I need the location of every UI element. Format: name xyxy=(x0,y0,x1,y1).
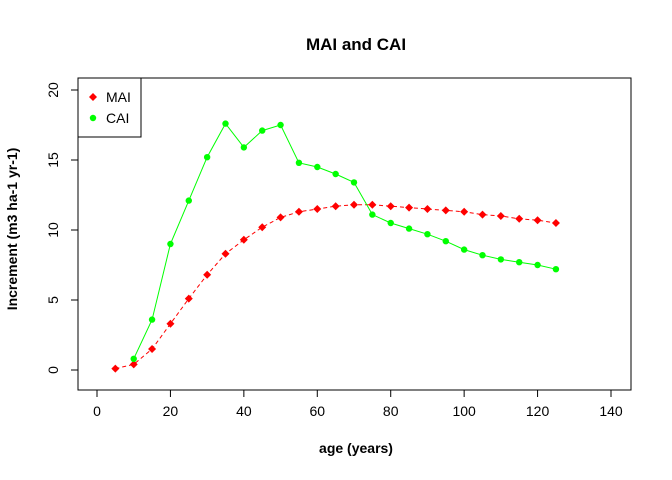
data-point-mai xyxy=(148,345,157,353)
data-point-mai xyxy=(129,360,138,369)
data-point-cai xyxy=(314,163,321,171)
data-point-cai xyxy=(497,256,505,263)
data-point-mai xyxy=(166,319,175,328)
data-point-mai xyxy=(551,219,560,227)
series-layer xyxy=(111,120,560,373)
data-point-mai xyxy=(350,200,358,209)
data-point-mai xyxy=(405,203,414,212)
data-point-cai xyxy=(369,211,376,218)
x-axis-label: age (years) xyxy=(319,440,393,456)
series-line-cai xyxy=(133,122,557,360)
legend-label-cai: CAI xyxy=(106,110,129,126)
x-tick-label: 120 xyxy=(526,403,550,419)
x-axis: 0 20 40 60 80 100 120 140 xyxy=(93,389,623,419)
chart-title: MAI and CAI xyxy=(306,35,406,54)
data-point-cai xyxy=(203,154,211,161)
y-tick-label: 15 xyxy=(45,152,61,168)
legend-marker-cai xyxy=(89,114,97,122)
x-tick-label: 0 xyxy=(93,403,101,419)
y-axis: 0 5 10 15 20 xyxy=(45,82,79,374)
data-point-mai xyxy=(203,270,212,279)
x-tick-label: 40 xyxy=(236,403,252,419)
data-point-cai xyxy=(167,240,174,248)
x-tick-label: 80 xyxy=(383,403,399,419)
plot-area-frame xyxy=(77,77,632,391)
data-point-mai xyxy=(423,205,432,213)
series-line-mai xyxy=(115,204,556,370)
data-point-cai xyxy=(130,355,137,362)
data-point-cai xyxy=(222,120,229,127)
data-point-mai xyxy=(221,249,230,258)
data-point-cai xyxy=(295,159,303,166)
data-point-cai xyxy=(259,127,266,134)
data-point-mai xyxy=(515,214,524,223)
data-point-cai xyxy=(516,259,523,266)
data-point-mai xyxy=(496,212,505,220)
series-mai xyxy=(111,200,560,373)
series-cai xyxy=(130,120,560,362)
data-point-mai xyxy=(111,364,120,373)
data-point-mai xyxy=(258,223,267,232)
data-point-cai xyxy=(350,179,358,186)
data-point-mai xyxy=(313,205,322,213)
data-point-mai xyxy=(368,200,377,209)
data-point-cai xyxy=(460,246,468,253)
data-point-cai xyxy=(405,225,413,232)
data-point-cai xyxy=(240,144,248,151)
data-point-mai xyxy=(460,207,469,216)
y-tick-label: 20 xyxy=(45,82,61,98)
data-point-mai xyxy=(239,235,248,244)
data-point-cai xyxy=(534,261,541,269)
data-point-mai xyxy=(294,207,303,216)
data-point-cai xyxy=(479,252,486,259)
x-tick-label: 100 xyxy=(452,403,476,419)
data-point-mai xyxy=(441,206,450,215)
x-tick-label: 20 xyxy=(163,403,179,419)
data-point-cai xyxy=(442,238,449,245)
data-point-cai xyxy=(387,219,394,227)
data-point-cai xyxy=(148,316,156,323)
data-point-mai xyxy=(386,202,395,211)
legend-marker-mai xyxy=(89,93,97,101)
data-point-cai xyxy=(185,197,192,204)
x-tick-label: 140 xyxy=(599,403,623,419)
y-tick-label: 10 xyxy=(45,222,61,238)
data-point-mai xyxy=(478,210,487,219)
data-point-cai xyxy=(552,266,560,273)
data-point-mai xyxy=(331,202,340,211)
data-point-mai xyxy=(533,216,542,225)
data-point-cai xyxy=(277,121,284,129)
legend-box xyxy=(77,77,142,138)
y-tick-label: 5 xyxy=(45,296,61,304)
y-tick-label: 0 xyxy=(45,366,61,374)
x-tick-label: 60 xyxy=(309,403,325,419)
data-point-mai xyxy=(184,294,193,303)
data-point-mai xyxy=(276,213,285,222)
legend-label-mai: MAI xyxy=(106,89,131,105)
legend: MAI CAI xyxy=(77,77,142,138)
data-point-cai xyxy=(332,170,339,178)
y-axis-label: Increment (m3 ha-1 yr-1) xyxy=(4,148,20,311)
data-point-cai xyxy=(424,231,431,238)
